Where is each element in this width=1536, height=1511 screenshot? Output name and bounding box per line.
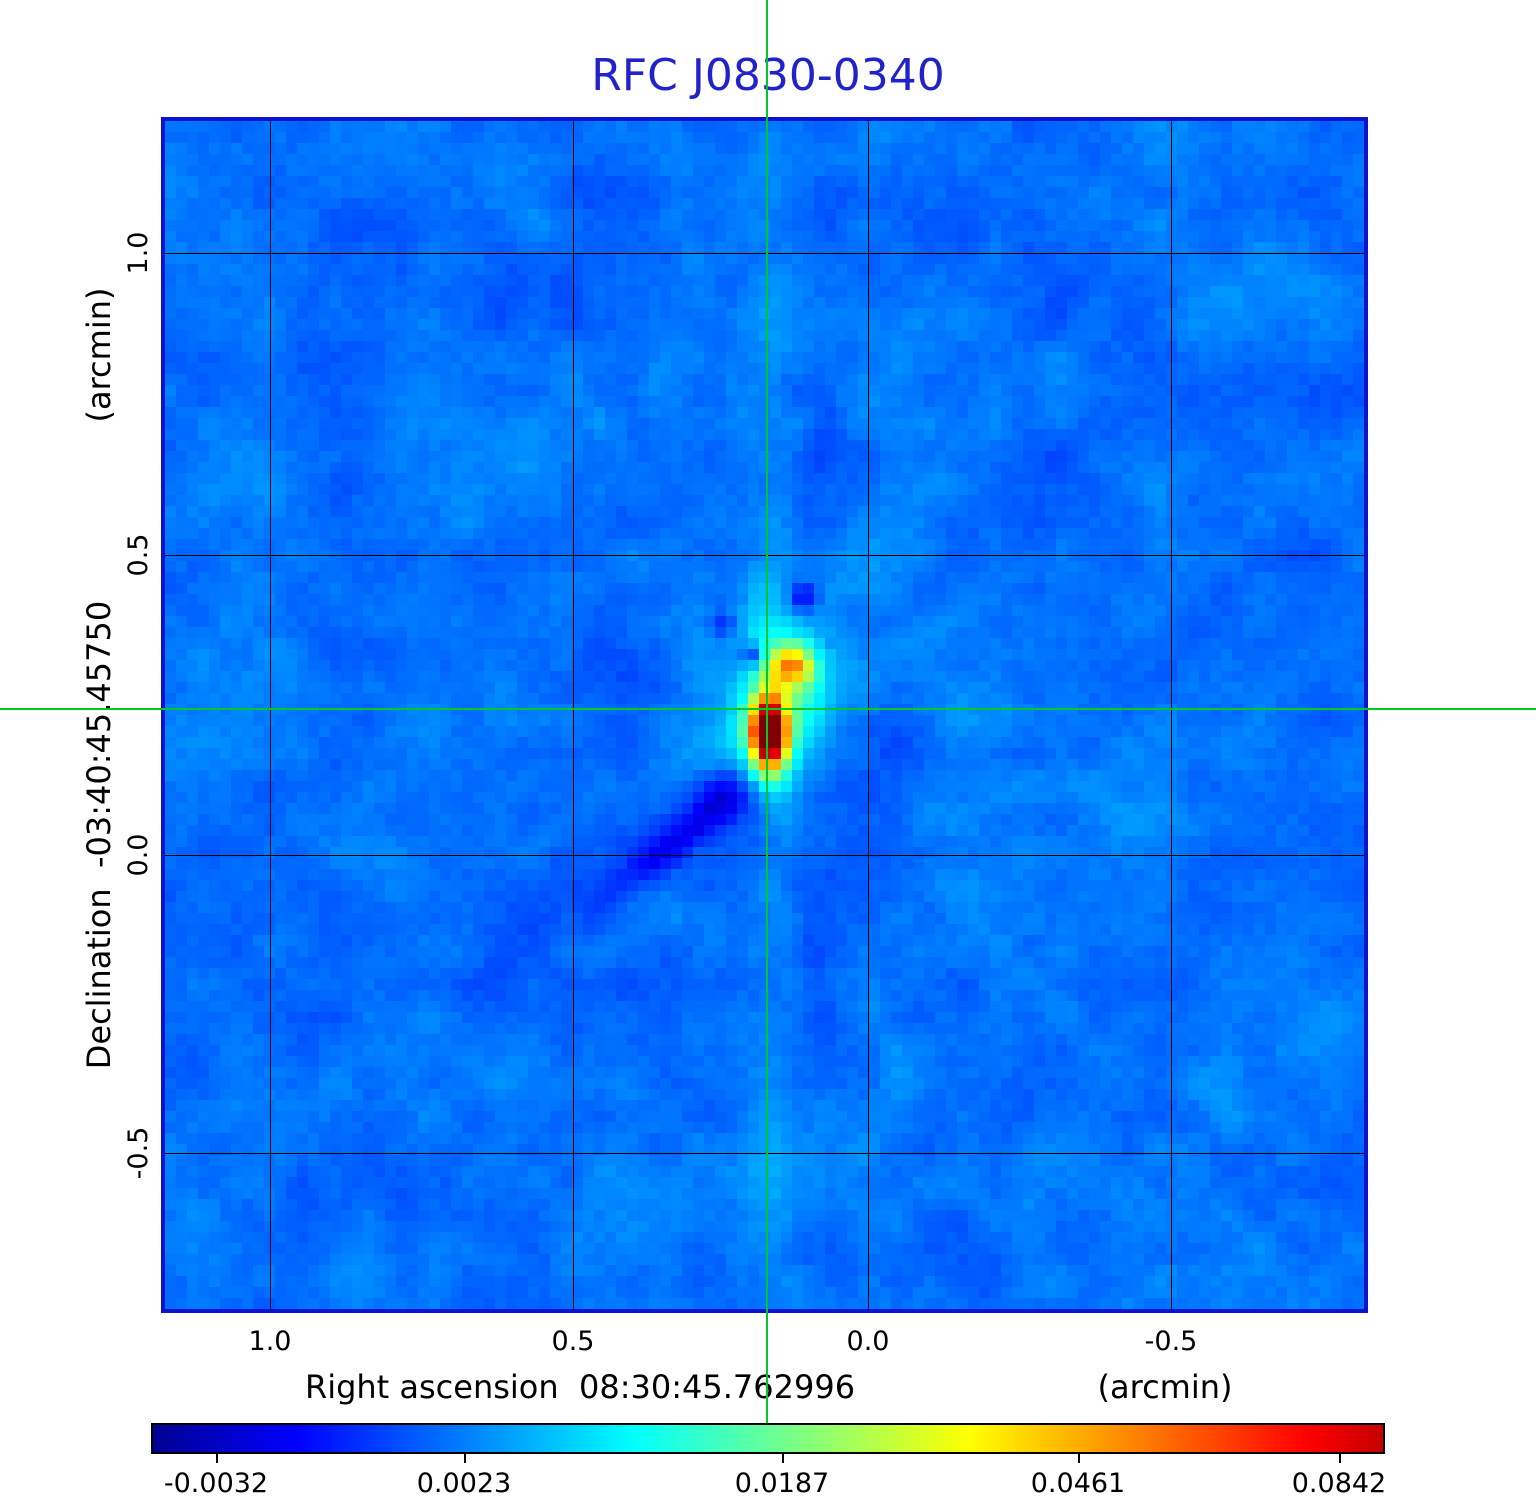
crosshair-horizontal-line bbox=[0, 708, 1536, 710]
page-title: RFC J0830-0340 bbox=[591, 50, 945, 101]
y-tick-label: -0.5 bbox=[123, 1126, 154, 1180]
crosshair-vertical-line bbox=[766, 0, 768, 1423]
colorbar-tick-label: 0.0842 bbox=[1291, 1468, 1387, 1499]
colorbar-tick-label: 0.0023 bbox=[416, 1468, 512, 1499]
x-tick-label: 1.0 bbox=[248, 1326, 292, 1357]
x-axis-unit-label: (arcmin) bbox=[1097, 1368, 1233, 1406]
colorbar-gradient-canvas bbox=[153, 1425, 1383, 1452]
y-tick-label: 0.5 bbox=[123, 533, 154, 577]
colorbar-tick-mark bbox=[1339, 1454, 1341, 1463]
gridline-x-0.0 bbox=[868, 121, 869, 1309]
gridline-y-0.0 bbox=[165, 855, 1364, 856]
colorbar-tick-mark bbox=[216, 1454, 218, 1463]
colorbar-tick-label: 0.0187 bbox=[734, 1468, 830, 1499]
gridline-x-0.5 bbox=[573, 121, 574, 1309]
x-tick-label: 0.0 bbox=[846, 1326, 890, 1357]
plot-area bbox=[165, 121, 1364, 1309]
colorbar bbox=[151, 1423, 1385, 1454]
colorbar-tick-mark bbox=[782, 1454, 784, 1463]
gridline-y--0.5 bbox=[165, 1153, 1364, 1154]
gridline-x--0.5 bbox=[1171, 121, 1172, 1309]
x-tick-label: -0.5 bbox=[1144, 1326, 1198, 1357]
gridline-x-1.0 bbox=[270, 121, 271, 1309]
colorbar-tick-label: -0.0032 bbox=[163, 1468, 269, 1499]
colorbar-tick-mark bbox=[1078, 1454, 1080, 1463]
gridline-y-1.0 bbox=[165, 253, 1364, 254]
y-tick-label: 0.0 bbox=[123, 833, 154, 877]
colorbar-tick-label: 0.0461 bbox=[1030, 1468, 1126, 1499]
x-tick-label: 0.5 bbox=[551, 1326, 595, 1357]
x-axis-title: Right ascension 08:30:45.762996 bbox=[304, 1368, 856, 1406]
y-axis-title: Declination -03:40:45.45750 bbox=[80, 600, 118, 1070]
gridline-y-0.5 bbox=[165, 555, 1364, 556]
colorbar-tick-mark bbox=[464, 1454, 466, 1463]
y-tick-label: 1.0 bbox=[123, 231, 154, 275]
radio-map-canvas bbox=[165, 121, 1364, 1309]
